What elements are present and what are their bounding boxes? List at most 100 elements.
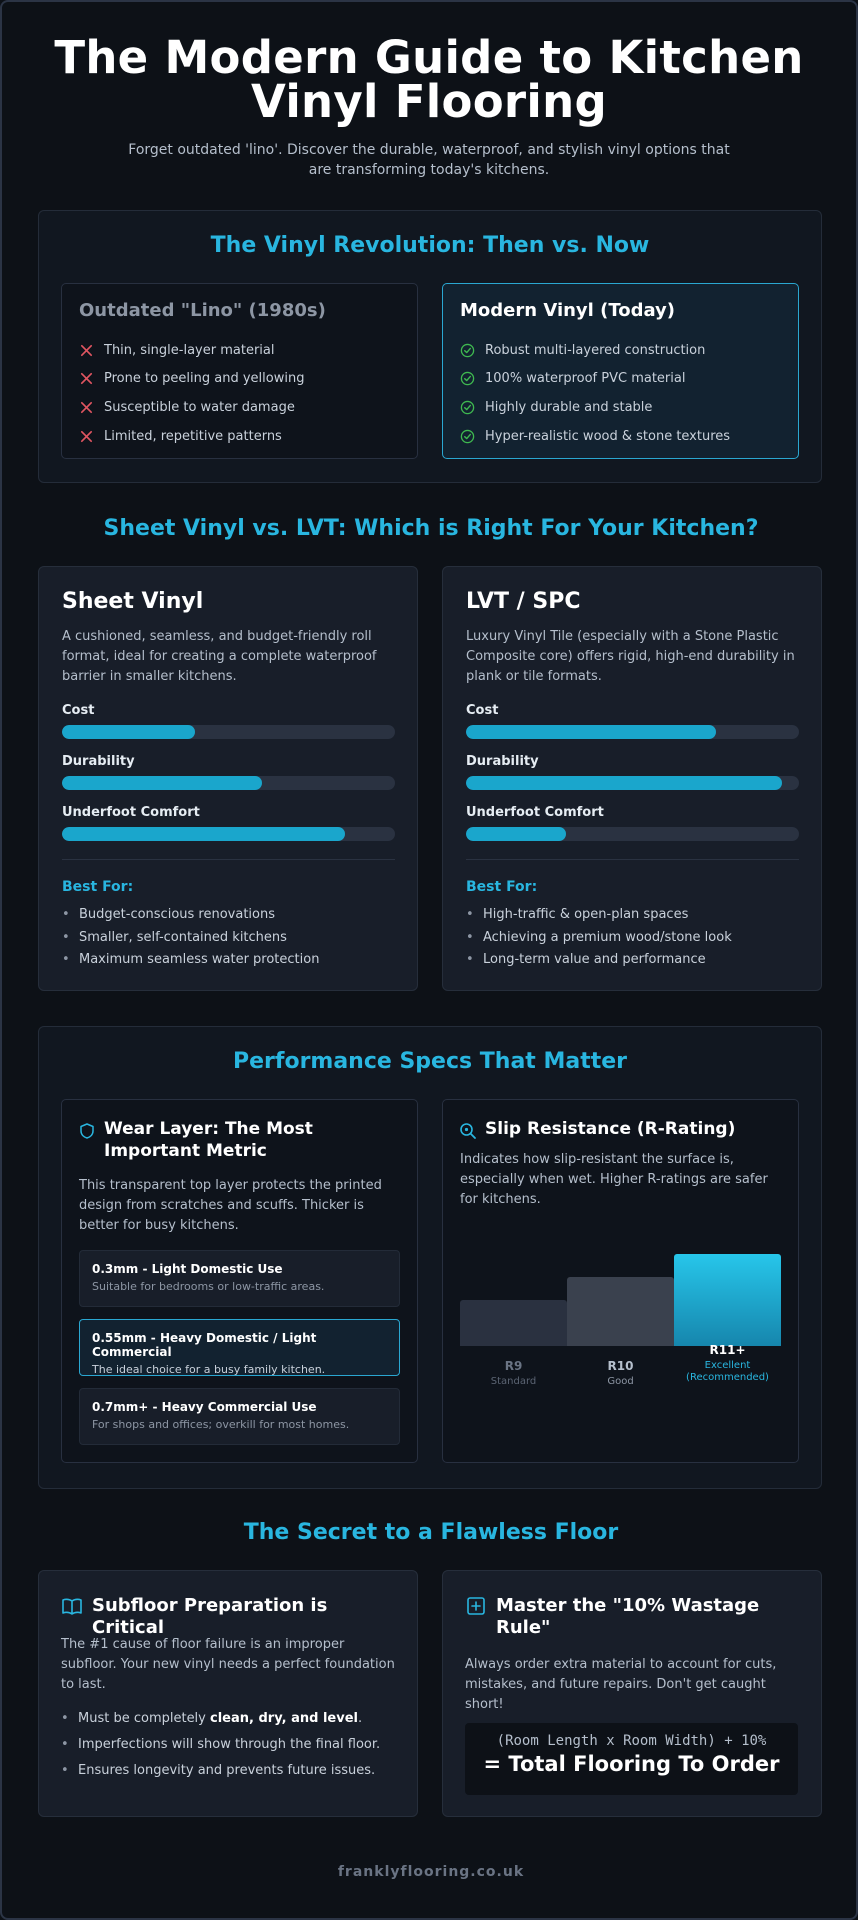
best-for-label: Best For: [62,879,134,895]
heading-line: Wear Layer: The Most [104,1119,313,1139]
metric-fill [62,827,346,841]
desc-line: Indicates how slip-resistant the surface… [460,1152,734,1167]
wear-layer-header: Wear Layer: The Most Important Metric [78,1118,398,1162]
bullet-bold: clean, dry, and level [210,1711,358,1726]
slip-resistance-description: Indicates how slip-resistant the surface… [460,1150,785,1210]
check-circle-icon [460,372,475,386]
list-item: Budget-conscious renovations [62,904,319,927]
best-for-label: Best For: [466,879,538,895]
old-lino-list: Thin, single-layer material Prone to pee… [79,336,304,450]
wastage-description: Always order extra material to account f… [465,1655,800,1715]
old-lino-heading: Outdated "Lino" (1980s) [79,300,326,321]
subfloor-heading: Subfloor Preparation is Critical [92,1595,328,1638]
metric-track [466,827,799,841]
title-line-2: Vinyl Flooring [251,75,607,128]
list-item-text: Thin, single-layer material [104,342,275,358]
metric-label: Underfoot Comfort [466,805,604,820]
lvt-spc-description: Luxury Vinyl Tile (especially with a Sto… [466,627,806,687]
desc-line: plank or tile formats. [466,669,602,684]
desc-line: for kitchens. [460,1192,541,1207]
tier-subtitle: Suitable for bedrooms or low-traffic are… [92,1280,325,1293]
list-item: Maximum seamless water protection [62,949,319,972]
wear-layer-description: This transparent top layer protects the … [79,1176,404,1236]
wastage-header: Master the "10% Wastage Rule" [465,1595,805,1639]
check-circle-icon [460,400,475,415]
footer-site: franklyflooring.co.uk [337,1864,525,1880]
rating-label-r10: R10 Good [567,1359,674,1387]
check-circle-icon [460,343,475,358]
list-item-text: Limited, repetitive patterns [104,428,282,444]
desc-line: This transparent top layer protects the … [79,1178,382,1193]
list-item: High-traffic & open-plan spaces [466,904,732,927]
list-item: Limited, repetitive patterns [79,422,304,451]
list-item: Must be completely clean, dry, and level… [61,1706,380,1732]
desc-line: Composite core) offers rigid, high-end d… [466,649,795,664]
list-item: Smaller, self-contained kitchens [62,927,319,950]
desc-line: mistakes, and future repairs. Don't get … [465,1677,766,1692]
list-item: Robust multi-layered construction [460,336,730,365]
modern-vinyl-column: Modern Vinyl (Today) Robust multi-layere… [442,283,799,459]
wear-layer-card: Wear Layer: The Most Important Metric Thi… [61,1099,418,1463]
heading-line: Important Metric [104,1141,267,1161]
metric-label: Durability [466,754,539,769]
rating-sub: Standard [490,1376,537,1387]
desc-line: to last. [61,1677,106,1692]
check-circle-icon [460,429,475,443]
shield-icon [80,1123,94,1139]
desc-line: Luxury Vinyl Tile (especially with a Sto… [466,629,779,644]
metric-label: Cost [62,703,95,718]
plus-square-icon [467,1597,485,1615]
list-item-text: Prone to peeling and yellowing [104,371,305,387]
subtitle-line-2: are transforming today's kitchens. [308,162,550,178]
list-item: Ensures longevity and prevents future is… [61,1758,380,1784]
list-item: Prone to peeling and yellowing [79,365,304,394]
bullet-text: Must be completely [78,1711,210,1726]
formula-result: = Total Flooring To Order [483,1752,780,1776]
heading-line: Rule" [496,1617,551,1638]
metric-track [62,725,395,739]
divider [62,859,395,860]
tier-subtitle: The ideal choice for a busy family kitch… [92,1363,326,1376]
metric-track [62,776,395,790]
durability-metric: Durability [62,754,395,790]
formula-text: (Room Length x Room Width) + 10% [496,1733,767,1749]
comfort-metric: Underfoot Comfort [62,805,395,841]
sheet-vinyl-heading: Sheet Vinyl [62,589,204,614]
rating-bar-r9 [460,1300,567,1346]
comparison-title: Sheet Vinyl vs. LVT: Which is Right For … [103,516,759,541]
desc-line: Always order extra material to account f… [465,1657,777,1672]
wear-tier-recommended: 0.55mm - Heavy Domestic / Light Commerci… [79,1319,400,1376]
subfloor-card: Subfloor Preparation is Critical The #1 … [38,1570,418,1817]
lvt-spc-heading: LVT / SPC [466,589,581,614]
metric-track [62,827,395,841]
rating-name: R10 [607,1359,634,1373]
list-item: Hyper-realistic wood & stone textures [460,422,730,451]
page-title: The Modern Guide to Kitchen Vinyl Floori… [2,35,856,124]
metric-track [466,776,799,790]
cross-icon [80,373,93,385]
metric-label: Durability [62,754,135,769]
list-item: Achieving a premium wood/stone look [466,927,732,950]
desc-line: better for busy kitchens. [79,1218,239,1233]
rating-name: R11+ [709,1343,746,1357]
subtitle-line-1: Forget outdated 'lino'. Discover the dur… [128,142,730,158]
desc-line: The #1 cause of floor failure is an impr… [61,1637,345,1652]
metric-track [466,725,799,739]
best-for-list: Budget-conscious renovations Smaller, se… [62,904,319,972]
page-subtitle: Forget outdated 'lino'. Discover the dur… [109,140,749,180]
list-item-text: Hyper-realistic wood & stone textures [485,428,731,444]
list-item: Imperfections will show through the fina… [61,1732,380,1758]
list-item-text: Robust multi-layered construction [485,342,706,358]
rating-name: R9 [504,1359,523,1373]
cost-metric: Cost [466,703,799,739]
desc-line: A cushioned, seamless, and budget-friend… [62,629,372,644]
tier-title: 0.3mm - Light Domestic Use [92,1262,283,1276]
slip-resistance-header: Slip Resistance (R-Rating) [459,1118,779,1140]
rating-sub: Good [607,1376,634,1387]
bullet-text: . [358,1711,363,1726]
heading-line: Master the "10% Wastage [496,1595,760,1616]
title-line-1: The Modern Guide to Kitchen [54,31,804,84]
list-item: Thin, single-layer material [79,336,304,365]
list-item: 100% waterproof PVC material [460,365,730,394]
